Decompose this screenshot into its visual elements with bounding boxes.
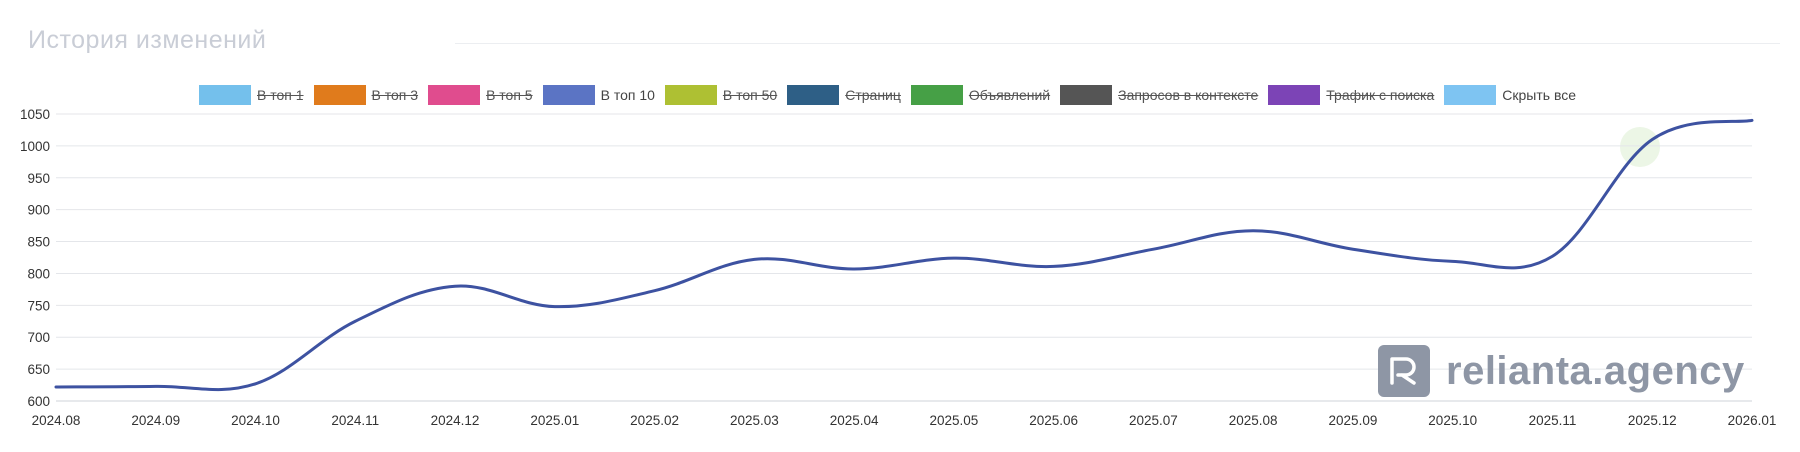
x-tick-label: 2025.02 xyxy=(630,413,679,428)
legend-swatch xyxy=(1444,85,1497,105)
x-tick-label: 2024.12 xyxy=(431,413,480,428)
x-tick-label: 2024.09 xyxy=(131,413,180,428)
legend-item[interactable]: Скрыть все xyxy=(1444,85,1576,105)
legend-label: Скрыть все xyxy=(1502,87,1577,103)
legend-swatch xyxy=(910,85,963,105)
legend-item[interactable]: Запросов в контексте xyxy=(1060,85,1258,105)
legend-label: Запросов в контексте xyxy=(1118,87,1259,103)
y-tick-label: 700 xyxy=(27,330,50,345)
y-tick-label: 600 xyxy=(27,394,50,409)
legend-item[interactable]: В топ 10 xyxy=(542,85,655,105)
legend-label: Объявлений xyxy=(968,87,1051,103)
faint-badge-icon xyxy=(1620,127,1660,167)
legend-swatch xyxy=(1060,85,1113,105)
y-tick-label: 900 xyxy=(27,203,50,218)
legend-item[interactable]: В топ 3 xyxy=(313,85,419,105)
legend-swatch xyxy=(1268,85,1321,105)
legend-item[interactable]: В топ 50 xyxy=(664,85,778,105)
watermark-text: relianta.agency xyxy=(1446,348,1745,393)
watermark: relianta.agency xyxy=(1378,345,1745,397)
x-tick-label: 2025.01 xyxy=(530,413,579,428)
legend-item[interactable]: Объявлений xyxy=(910,85,1051,105)
y-tick-label: 1000 xyxy=(20,139,50,154)
x-tick-label: 2025.03 xyxy=(730,413,779,428)
legend-swatch xyxy=(428,85,481,105)
x-tick-label: 2026.01 xyxy=(1728,413,1777,428)
x-tick-label: 2025.10 xyxy=(1428,413,1477,428)
legend-item[interactable]: Трафик с поиска xyxy=(1268,85,1434,105)
legend-label: В топ 10 xyxy=(600,87,655,103)
x-tick-label: 2025.07 xyxy=(1129,413,1178,428)
y-tick-label: 750 xyxy=(27,298,50,313)
legend-label: Страниц xyxy=(845,87,901,103)
chart-legend: В топ 1 В топ 3 В топ 5 В топ 10 В топ 50 Стр… xyxy=(199,84,1586,106)
legend-label: Трафик с поиска xyxy=(1326,87,1435,103)
y-tick-label: 850 xyxy=(27,235,50,250)
series-line xyxy=(54,118,1754,392)
relianta-logo-icon xyxy=(1378,345,1430,397)
legend-label: В топ 50 xyxy=(722,87,778,103)
x-tick-label: 2025.06 xyxy=(1029,413,1078,428)
x-tick-label: 2025.05 xyxy=(929,413,978,428)
x-tick-label: 2025.09 xyxy=(1329,413,1378,428)
x-tick-label: 2024.11 xyxy=(331,413,379,428)
page-title: История изменений xyxy=(28,26,267,54)
legend-item[interactable]: Страниц xyxy=(787,85,901,105)
y-tick-label: 800 xyxy=(27,266,50,281)
legend-swatch xyxy=(199,85,251,105)
x-tick-label: 2025.08 xyxy=(1229,413,1278,428)
legend-label: В топ 3 xyxy=(371,87,419,103)
y-tick-label: 950 xyxy=(27,171,50,186)
legend-item[interactable]: В топ 1 xyxy=(199,85,304,105)
legend-swatch xyxy=(313,85,366,105)
legend-label: В топ 1 xyxy=(257,87,304,103)
x-tick-label: 2024.10 xyxy=(231,413,280,428)
title-divider xyxy=(455,43,1780,44)
x-tick-label: 2025.11 xyxy=(1529,413,1577,428)
x-tick-label: 2025.04 xyxy=(830,413,879,428)
y-tick-label: 1050 xyxy=(20,107,50,122)
legend-swatch xyxy=(664,85,717,105)
legend-swatch xyxy=(787,85,840,105)
y-tick-label: 650 xyxy=(27,362,50,377)
legend-item[interactable]: В топ 5 xyxy=(428,85,533,105)
x-tick-label: 2025.12 xyxy=(1628,413,1677,428)
legend-label: В топ 5 xyxy=(486,87,533,103)
x-tick-label: 2024.08 xyxy=(32,413,81,428)
legend-swatch xyxy=(542,85,595,105)
